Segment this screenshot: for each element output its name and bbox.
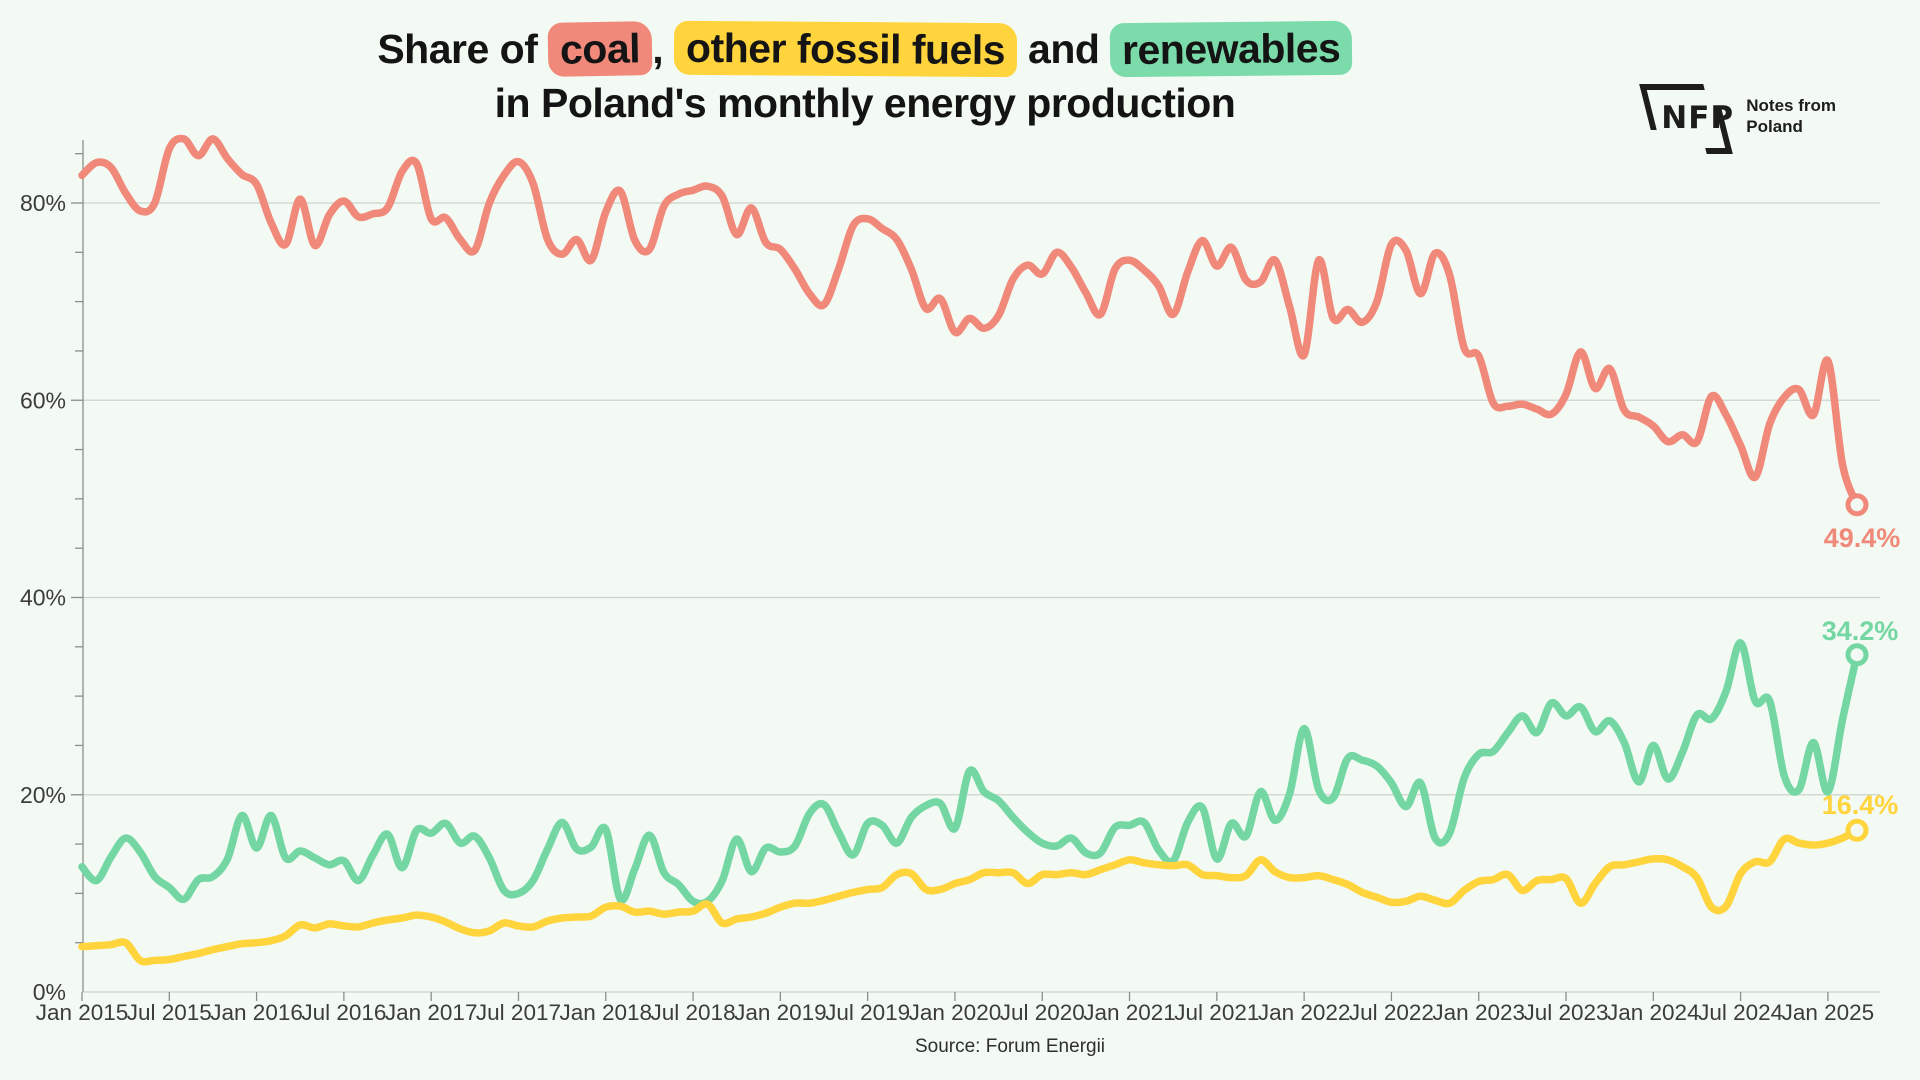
x-tick-label: Jan 2024: [1607, 1000, 1700, 1025]
logo-abbr: NFP: [1661, 100, 1735, 136]
nfp-logo: NFP Notes from Poland: [1639, 84, 1836, 154]
x-tick-label: Jul 2020: [1000, 1000, 1085, 1025]
x-tick-label: Jan 2017: [385, 1000, 478, 1025]
y-tick-label-20: 20%: [20, 782, 66, 808]
y-tick-label-0: 0%: [33, 979, 66, 1005]
end-marker-coal: [1845, 493, 1869, 517]
x-tick-label: Jul 2024: [1698, 1000, 1783, 1025]
title-line-1: Share of coal, other fossil fuels and re…: [0, 20, 1730, 78]
series-line-other-fossil-fuels: [78, 826, 1861, 966]
chart-title: Share of coal, other fossil fuels and re…: [0, 20, 1730, 130]
x-tick-label: Jan 2019: [734, 1000, 827, 1025]
source-caption: Source: Forum Energii: [914, 1036, 1106, 1057]
end-label-other-fossil-fuels: 16.4%: [1822, 790, 1899, 820]
end-marker-renewables: [1845, 643, 1869, 667]
x-tick-label: Jan 2025: [1782, 1000, 1875, 1025]
x-tick-label: Jan 2021: [1083, 1000, 1176, 1025]
x-tick-label: Jan 2022: [1258, 1000, 1351, 1025]
x-tick-label: Jul 2017: [476, 1000, 561, 1025]
end-marker-other-fossil-fuels: [1845, 818, 1869, 842]
x-tick-label: Jan 2015: [36, 1000, 129, 1025]
nfp-logo-icon: NFP: [1639, 84, 1735, 154]
y-tick-label-80: 80%: [20, 190, 66, 216]
x-tick-label: Jul 2023: [1523, 1000, 1608, 1025]
end-label-coal: 49.4%: [1824, 523, 1901, 553]
series-line-renewables: [78, 639, 1861, 908]
title-line-2: in Poland's monthly energy production: [494, 80, 1236, 127]
logo-text: Notes from Poland: [1746, 95, 1836, 136]
series-line-coal: [78, 134, 1861, 509]
y-tick-label-40: 40%: [20, 585, 66, 611]
end-label-renewables: 34.2%: [1822, 616, 1899, 646]
x-tick-label: Jan 2018: [559, 1000, 652, 1025]
x-tick-label: Jul 2022: [1349, 1000, 1434, 1025]
x-tick-label: Jul 2015: [127, 1000, 212, 1025]
x-tick-label: Jul 2018: [651, 1000, 736, 1025]
y-tick-label-60: 60%: [20, 387, 66, 413]
x-tick-label: Jul 2019: [825, 1000, 910, 1025]
x-tick-label: Jan 2016: [210, 1000, 303, 1025]
x-tick-label: Jul 2016: [301, 1000, 386, 1025]
x-tick-label: Jan 2023: [1432, 1000, 1525, 1025]
x-tick-label: Jul 2021: [1174, 1000, 1259, 1025]
x-tick-label: Jan 2020: [909, 1000, 1002, 1025]
